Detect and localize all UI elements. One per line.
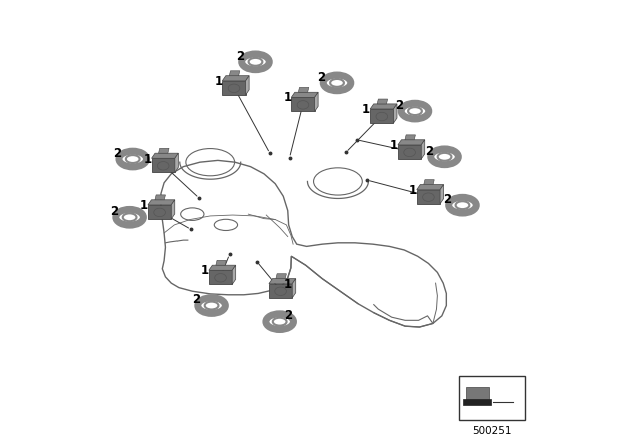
Polygon shape: [315, 92, 318, 112]
Text: 1: 1: [390, 139, 398, 152]
Ellipse shape: [438, 153, 451, 161]
Polygon shape: [209, 265, 236, 270]
Polygon shape: [291, 92, 318, 97]
Polygon shape: [291, 97, 315, 112]
Polygon shape: [405, 135, 415, 140]
Polygon shape: [232, 265, 236, 284]
Polygon shape: [172, 200, 175, 219]
Polygon shape: [421, 140, 425, 159]
Polygon shape: [377, 99, 388, 104]
Text: 1: 1: [143, 152, 152, 166]
Polygon shape: [222, 81, 246, 95]
Polygon shape: [155, 195, 165, 200]
Polygon shape: [152, 158, 175, 172]
Text: 2: 2: [110, 205, 118, 218]
Polygon shape: [398, 145, 421, 159]
Polygon shape: [246, 76, 249, 95]
Polygon shape: [269, 284, 292, 298]
Ellipse shape: [273, 318, 287, 326]
Polygon shape: [298, 87, 309, 92]
Ellipse shape: [205, 302, 218, 310]
Polygon shape: [417, 185, 444, 190]
Ellipse shape: [408, 107, 422, 115]
Polygon shape: [292, 279, 296, 298]
Text: 2: 2: [425, 145, 433, 158]
Polygon shape: [216, 260, 227, 265]
Polygon shape: [148, 205, 172, 219]
Ellipse shape: [126, 155, 140, 163]
Polygon shape: [424, 180, 435, 185]
Polygon shape: [370, 109, 394, 123]
Text: 1: 1: [140, 198, 148, 212]
Polygon shape: [152, 153, 179, 158]
Polygon shape: [229, 71, 240, 76]
Text: 2: 2: [443, 193, 451, 206]
Text: 2: 2: [317, 70, 325, 84]
Ellipse shape: [330, 79, 344, 87]
Polygon shape: [370, 104, 397, 109]
Polygon shape: [398, 140, 425, 145]
Polygon shape: [276, 274, 287, 279]
Bar: [463, 399, 491, 405]
Text: 1: 1: [409, 184, 417, 197]
Ellipse shape: [123, 213, 136, 221]
Ellipse shape: [456, 201, 469, 209]
Polygon shape: [209, 270, 232, 284]
Bar: [466, 387, 489, 400]
Text: 2: 2: [192, 293, 200, 306]
Text: 2: 2: [284, 309, 292, 323]
Polygon shape: [394, 104, 397, 123]
Polygon shape: [417, 190, 440, 204]
Bar: [459, 376, 525, 420]
Text: 1: 1: [284, 91, 292, 104]
Text: 1: 1: [201, 264, 209, 277]
Polygon shape: [148, 200, 175, 205]
Text: 500251: 500251: [472, 426, 512, 435]
Polygon shape: [175, 153, 179, 172]
Polygon shape: [440, 185, 444, 204]
Text: 1: 1: [362, 103, 370, 116]
Text: 1: 1: [214, 75, 222, 88]
Text: 2: 2: [236, 49, 244, 63]
Text: 2: 2: [113, 146, 121, 160]
Polygon shape: [159, 148, 169, 153]
Ellipse shape: [248, 58, 262, 66]
Text: 1: 1: [284, 278, 292, 291]
Polygon shape: [222, 76, 249, 81]
Text: 2: 2: [396, 99, 403, 112]
Polygon shape: [269, 279, 296, 284]
